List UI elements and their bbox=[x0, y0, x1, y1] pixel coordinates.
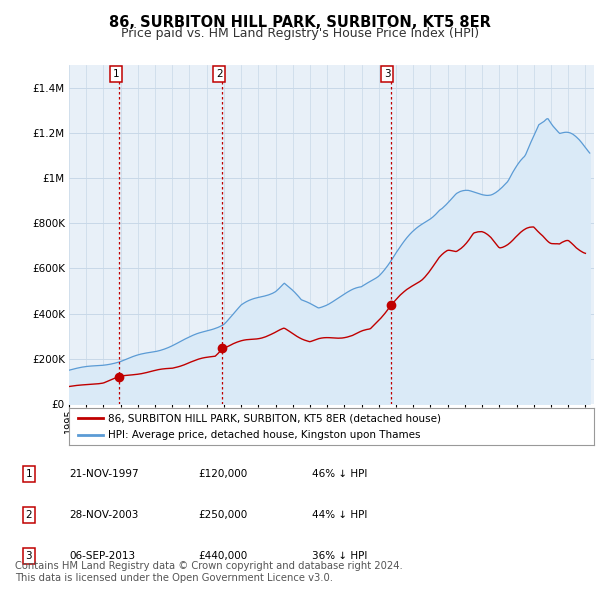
Text: 1: 1 bbox=[112, 69, 119, 79]
Text: £250,000: £250,000 bbox=[198, 510, 247, 520]
Text: £120,000: £120,000 bbox=[198, 469, 247, 478]
Text: 3: 3 bbox=[25, 552, 32, 561]
Text: £440,000: £440,000 bbox=[198, 552, 247, 561]
Text: 28-NOV-2003: 28-NOV-2003 bbox=[69, 510, 139, 520]
Text: Contains HM Land Registry data © Crown copyright and database right 2024.
This d: Contains HM Land Registry data © Crown c… bbox=[15, 561, 403, 583]
Text: 46% ↓ HPI: 46% ↓ HPI bbox=[312, 469, 367, 478]
Text: 2: 2 bbox=[216, 69, 223, 79]
Text: 44% ↓ HPI: 44% ↓ HPI bbox=[312, 510, 367, 520]
Text: 3: 3 bbox=[384, 69, 391, 79]
Text: 06-SEP-2013: 06-SEP-2013 bbox=[69, 552, 135, 561]
Text: Price paid vs. HM Land Registry's House Price Index (HPI): Price paid vs. HM Land Registry's House … bbox=[121, 27, 479, 40]
Text: 86, SURBITON HILL PARK, SURBITON, KT5 8ER: 86, SURBITON HILL PARK, SURBITON, KT5 8E… bbox=[109, 15, 491, 30]
Text: 1: 1 bbox=[25, 469, 32, 478]
Text: HPI: Average price, detached house, Kingston upon Thames: HPI: Average price, detached house, King… bbox=[109, 431, 421, 440]
Text: 21-NOV-1997: 21-NOV-1997 bbox=[69, 469, 139, 478]
Text: 36% ↓ HPI: 36% ↓ HPI bbox=[312, 552, 367, 561]
Text: 86, SURBITON HILL PARK, SURBITON, KT5 8ER (detached house): 86, SURBITON HILL PARK, SURBITON, KT5 8E… bbox=[109, 414, 442, 423]
Text: 2: 2 bbox=[25, 510, 32, 520]
